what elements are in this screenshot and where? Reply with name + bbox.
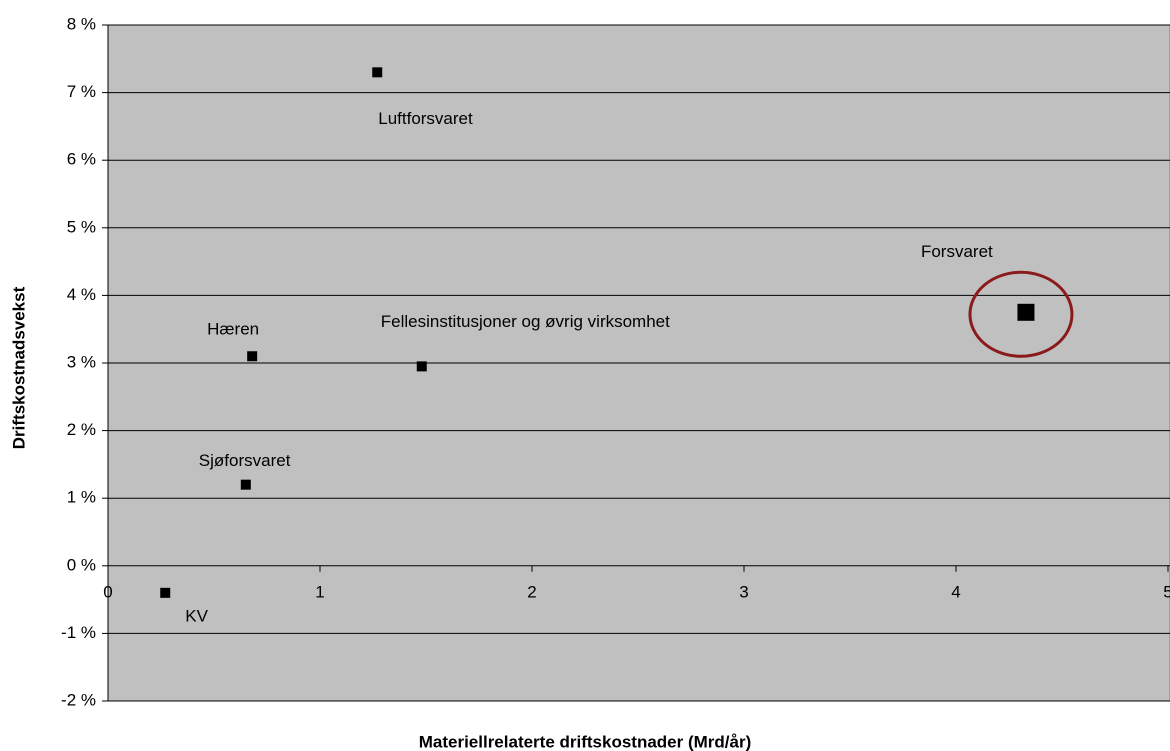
point-label: Sjøforsvaret: [199, 451, 291, 470]
x-axis-title: Materiellrelaterte driftskostnader (Mrd/…: [419, 732, 752, 751]
x-tick-label: 3: [739, 582, 748, 601]
x-tick-label: 5: [1163, 582, 1170, 601]
y-tick-label: 1 %: [67, 488, 96, 507]
y-tick-label: 8 %: [67, 14, 96, 33]
marker: [1017, 303, 1035, 321]
marker: [160, 587, 171, 598]
x-tick-label: 2: [527, 582, 536, 601]
y-tick-label: 2 %: [67, 420, 96, 439]
marker: [240, 479, 251, 490]
y-axis-title: Driftskostnadsvekst: [9, 286, 28, 449]
x-tick-label: 4: [951, 582, 960, 601]
y-tick-label: -2 %: [61, 690, 96, 709]
y-tick-label: -1 %: [61, 623, 96, 642]
highlight-circle: [968, 270, 1074, 358]
x-tick-label: 1: [315, 582, 324, 601]
marker: [372, 67, 383, 78]
y-tick-label: 5 %: [67, 217, 96, 236]
point-label: Luftforsvaret: [378, 109, 473, 128]
point-label: Hæren: [207, 320, 259, 339]
y-tick-label: 4 %: [67, 285, 96, 304]
marker: [416, 361, 427, 372]
y-tick-label: 3 %: [67, 352, 96, 371]
y-tick-label: 6 %: [67, 150, 96, 169]
marker: [247, 351, 258, 362]
x-tick-label: 0: [103, 582, 112, 601]
point-label: Forsvaret: [921, 242, 993, 261]
y-tick-label: 0 %: [67, 555, 96, 574]
point-label: KV: [185, 606, 208, 625]
y-tick-label: 7 %: [67, 82, 96, 101]
point-label: Fellesinstitusjoner og øvrig virksomhet: [381, 312, 670, 331]
